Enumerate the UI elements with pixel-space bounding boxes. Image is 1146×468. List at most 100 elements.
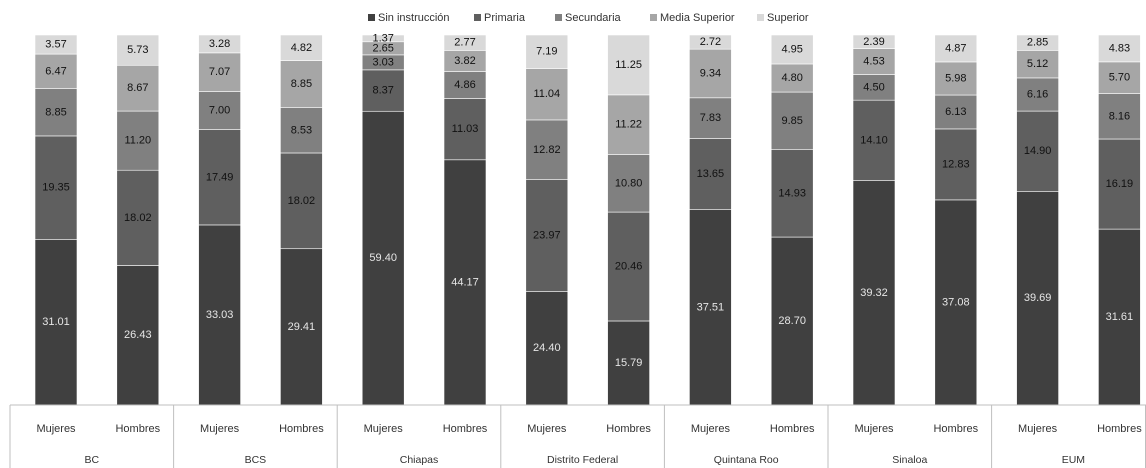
data-label-superior: 1.37 <box>372 32 393 44</box>
bar-segment-superior <box>34 34 78 55</box>
bar-segment-secundaria <box>1098 93 1141 140</box>
legend-label-superior: Superior <box>767 12 809 24</box>
data-label-media-superior: 8.67 <box>127 82 148 94</box>
bar-segment-primaria <box>1016 110 1059 192</box>
bar-segment-sin-instruccion <box>852 180 896 406</box>
data-label-primaria: 13.65 <box>697 168 725 180</box>
tick-label-hombres: Hombres <box>279 423 324 435</box>
bar-segment-superior <box>689 34 732 50</box>
data-label-sin-instruccion: 31.01 <box>42 316 70 328</box>
data-label-secundaria: 7.00 <box>209 105 230 117</box>
data-label-media-superior: 3.82 <box>454 55 475 67</box>
tick-label-hombres: Hombres <box>770 423 815 435</box>
data-label-secundaria: 12.82 <box>533 144 561 156</box>
data-label-secundaria: 6.16 <box>1027 88 1048 100</box>
data-label-superior: 4.83 <box>1109 42 1130 54</box>
group-label-quintana-roo: Quintana Roo <box>714 454 779 466</box>
data-label-sin-instruccion: 15.79 <box>615 357 643 369</box>
bar-segment-secundaria <box>607 154 650 213</box>
bar-segment-media-superior <box>852 48 896 75</box>
data-label-superior: 7.19 <box>536 46 557 58</box>
data-label-sin-instruccion: 59.40 <box>369 252 397 264</box>
data-label-primaria: 18.02 <box>124 212 152 224</box>
bar-segment-primaria <box>443 98 487 161</box>
legend-label-primaria: Primaria <box>484 12 526 24</box>
bar-segment-sin-instruccion <box>770 236 814 406</box>
bars: 31.01 19.35 8.85 6.47 3.57 26.43 18.02 11.20 8.6… <box>34 32 1141 406</box>
bar-segment-secundaria <box>280 107 323 154</box>
bar-segment-primaria <box>607 211 650 322</box>
data-label-sin-instruccion: 24.40 <box>533 342 561 354</box>
bar-segment-primaria <box>34 135 78 240</box>
bar-segment-sin-instruccion <box>361 110 405 406</box>
tick-label-mujeres: Mujeres <box>1018 423 1058 435</box>
data-label-primaria: 11.03 <box>452 123 479 135</box>
data-label-sin-instruccion: 37.51 <box>697 301 725 313</box>
tick-label-hombres: Hombres <box>443 423 488 435</box>
data-label-media-superior: 5.12 <box>1027 58 1048 70</box>
data-label-media-superior: 2.65 <box>372 42 393 54</box>
data-label-superior: 5.73 <box>127 44 148 56</box>
bar-segment-superior <box>525 34 569 69</box>
legend-swatch-secundaria <box>555 14 562 21</box>
data-label-primaria: 14.10 <box>860 134 888 146</box>
bar-segment-superior <box>116 34 160 66</box>
bar-segment-sin-instruccion <box>443 159 487 406</box>
data-label-secundaria: 7.83 <box>700 112 721 124</box>
bar-segment-primaria <box>689 138 732 210</box>
tick-label-hombres: Hombres <box>1097 423 1142 435</box>
data-label-media-superior: 9.34 <box>700 67 721 79</box>
bar-segment-media-superior <box>280 60 323 108</box>
legend-swatch-media-superior <box>650 14 657 21</box>
tick-label-mujeres: Mujeres <box>36 423 76 435</box>
bar-segment-primaria <box>1098 138 1141 230</box>
bar-segment-primaria <box>852 99 896 181</box>
data-label-sin-instruccion: 37.08 <box>942 296 970 308</box>
tick-label-mujeres: Mujeres <box>691 423 731 435</box>
legend-label-media-superior: Media Superior <box>660 12 735 24</box>
legend-swatch-superior <box>757 14 764 21</box>
bar-segment-media-superior <box>1098 61 1141 94</box>
data-label-media-superior: 4.53 <box>863 56 884 68</box>
bar-segment-sin-instruccion <box>525 291 569 406</box>
tick-label-mujeres: Mujeres <box>527 423 567 435</box>
group-label-eum: EUM <box>1062 454 1085 466</box>
group-label-sinaloa: Sinaloa <box>892 454 927 466</box>
legend-label-sin-instruccion: Sin instrucción <box>378 12 450 24</box>
legend-label-secundaria: Secundaria <box>565 12 622 24</box>
bar-segment-media-superior <box>1016 50 1059 79</box>
bar-segment-superior <box>934 34 978 63</box>
data-label-superior: 4.82 <box>291 42 312 54</box>
tick-label-hombres: Hombres <box>606 423 651 435</box>
data-label-secundaria: 3.03 <box>372 56 393 68</box>
data-label-primaria: 17.49 <box>206 171 234 183</box>
legend-swatch-sin-instruccion <box>368 14 375 21</box>
data-label-secundaria: 8.53 <box>291 124 312 136</box>
data-label-superior: 2.39 <box>863 36 884 48</box>
tick-label-hombres: Hombres <box>115 423 160 435</box>
data-label-superior: 4.87 <box>945 42 966 54</box>
bar-segment-secundaria <box>443 71 487 99</box>
data-label-secundaria: 8.85 <box>45 106 66 118</box>
data-label-media-superior: 4.80 <box>781 72 802 84</box>
data-label-secundaria: 8.16 <box>1109 110 1130 122</box>
group-label-chiapas: Chiapas <box>400 454 439 466</box>
data-label-secundaria: 9.85 <box>781 115 802 127</box>
tick-label-hombres: Hombres <box>933 423 978 435</box>
data-label-secundaria: 6.13 <box>945 106 966 118</box>
data-label-superior: 3.57 <box>45 39 66 51</box>
data-label-media-superior: 7.07 <box>209 66 230 78</box>
bar-segment-primaria <box>198 129 241 226</box>
bar-segment-sin-instruccion <box>607 320 650 406</box>
bar-segment-secundaria <box>689 97 732 139</box>
data-label-primaria: 14.93 <box>778 187 806 199</box>
data-label-sin-instruccion: 44.17 <box>451 276 479 288</box>
data-label-sin-instruccion: 39.69 <box>1024 292 1052 304</box>
bar-segment-media-superior <box>116 64 160 112</box>
bar-segment-media-superior <box>34 53 78 89</box>
bar-segment-superior <box>361 34 405 43</box>
x-axis: Mujeres Hombres Mujeres Hombres Mujeres Hombr… <box>9 404 1146 468</box>
bar-segment-sin-instruccion <box>1016 191 1059 406</box>
bar-segment-media-superior <box>607 94 650 155</box>
data-label-sin-instruccion: 33.03 <box>206 309 234 321</box>
